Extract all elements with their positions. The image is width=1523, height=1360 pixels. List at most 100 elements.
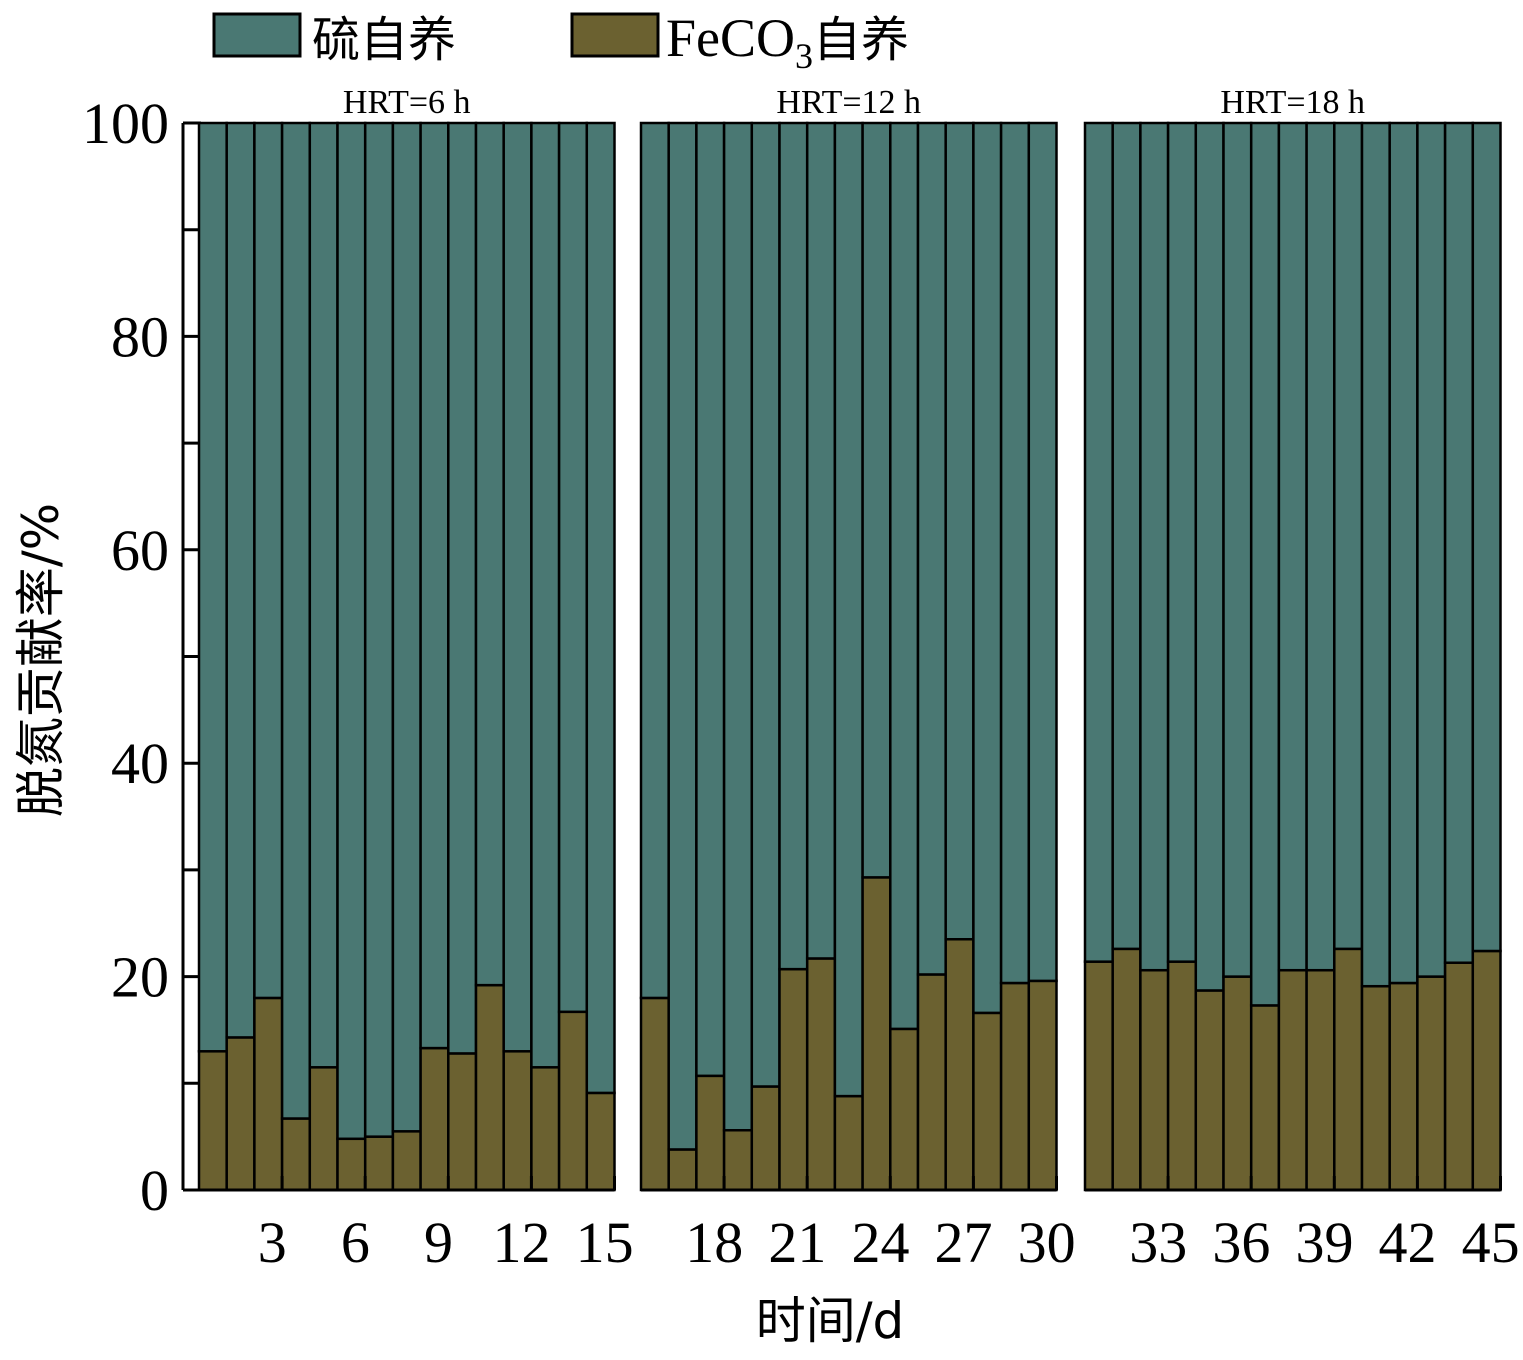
bar-sulfur (1416, 121, 1447, 978)
bar-feco3 (722, 1128, 754, 1192)
bar-feco3 (391, 1130, 422, 1192)
bar-feco3 (363, 1135, 395, 1192)
x-tick-label: 24 (851, 1210, 909, 1275)
bar-feco3 (1027, 979, 1058, 1192)
legend-label-feco3-main: FeCO (666, 8, 795, 68)
bar-feco3 (833, 1094, 864, 1192)
bar-sulfur (695, 121, 726, 1078)
bar-feco3 (1194, 989, 1225, 1192)
bar-sulfur (447, 121, 478, 1055)
bar-sulfur (1471, 121, 1502, 953)
bar-feco3 (419, 1046, 450, 1192)
legend-label-sulfur: 硫自养 (312, 12, 456, 68)
bar-sulfur (916, 121, 947, 976)
y-tick-label: 40 (111, 731, 169, 796)
bar-sulfur (391, 121, 422, 1133)
bar-feco3 (280, 1117, 312, 1192)
bar-feco3 (530, 1066, 561, 1192)
bar-sulfur (502, 121, 533, 1053)
panel-label: HRT=12 h (776, 84, 921, 121)
bar-sulfur (861, 121, 892, 879)
bar-feco3 (999, 981, 1031, 1192)
bar-sulfur (1111, 121, 1142, 951)
bar-sulfur (1277, 121, 1308, 972)
bar-feco3 (1111, 947, 1142, 1192)
bar-feco3 (1333, 947, 1364, 1192)
bar-feco3 (1083, 960, 1114, 1192)
bar-feco3 (336, 1137, 367, 1192)
x-tick-label: 39 (1295, 1210, 1353, 1275)
bar-feco3 (944, 938, 975, 1192)
bar-sulfur (1194, 121, 1225, 992)
bar-sulfur (1083, 121, 1114, 963)
legend: 硫自养 FeCO3自养 (212, 8, 909, 76)
bar-sulfur (1333, 121, 1364, 951)
legend-label-feco3-sub: 3 (795, 36, 813, 76)
x-tick-label: 21 (768, 1210, 826, 1275)
bar-sulfur (722, 121, 754, 1132)
y-axis-title: 脱氮贡献率/% (12, 503, 70, 817)
x-tick-label: 18 (685, 1210, 743, 1275)
bar-sulfur (1139, 121, 1170, 972)
bar-sulfur (1222, 121, 1253, 978)
bar-sulfur (1443, 121, 1475, 964)
bar-feco3 (1443, 961, 1475, 1192)
bar-feco3 (861, 876, 892, 1192)
bar-feco3 (1249, 1004, 1281, 1192)
bar-sulfur (419, 121, 450, 1050)
bar-sulfur (1388, 121, 1419, 985)
bar-feco3 (667, 1148, 698, 1192)
legend-swatch-feco3 (570, 12, 660, 58)
y-tick-label: 0 (140, 1158, 169, 1223)
legend-swatch-sulfur (212, 12, 302, 58)
bar-sulfur (889, 121, 920, 1031)
panel-label: HRT=18 h (1220, 84, 1365, 121)
bar-sulfur (1166, 121, 1198, 963)
bar-sulfur (557, 121, 589, 1014)
bar-sulfur (197, 121, 228, 1053)
y-tick-label: 60 (111, 518, 169, 583)
bar-feco3 (474, 983, 505, 1192)
bar-feco3 (1305, 968, 1336, 1192)
bar-feco3 (805, 957, 837, 1192)
bar-feco3 (750, 1085, 781, 1192)
bar-feco3 (916, 973, 947, 1192)
x-axis-title: 时间/d (756, 1292, 905, 1350)
bar-feco3 (695, 1074, 726, 1192)
bar-sulfur (944, 121, 975, 941)
bar-feco3 (889, 1027, 920, 1192)
bar-sulfur (805, 121, 837, 960)
bar-feco3 (308, 1066, 339, 1192)
bar-sulfur (750, 121, 781, 1088)
bar-sulfur (667, 121, 698, 1151)
bar-feco3 (1360, 984, 1391, 1192)
bar-feco3 (1139, 968, 1170, 1192)
bar-sulfur (833, 121, 864, 1098)
bar-sulfur (308, 121, 339, 1069)
bar-sulfur (474, 121, 505, 987)
x-tick-label: 15 (576, 1210, 634, 1275)
x-tick-label: 36 (1212, 1210, 1270, 1275)
bar-feco3 (1222, 975, 1253, 1192)
bar-feco3 (1416, 975, 1447, 1192)
bar-sulfur (639, 121, 670, 1000)
bar-feco3 (197, 1050, 228, 1192)
bar-feco3 (502, 1050, 533, 1192)
x-tick-label: 30 (1018, 1210, 1076, 1275)
x-tick-label: 27 (935, 1210, 993, 1275)
bar-feco3 (1471, 949, 1502, 1192)
bar-feco3 (557, 1010, 589, 1192)
bar-feco3 (639, 996, 670, 1192)
bar-sulfur (336, 121, 367, 1141)
bar-sulfur (280, 121, 312, 1120)
y-tick-label: 80 (111, 304, 169, 369)
bar-sulfur (585, 121, 616, 1095)
bar-sulfur (530, 121, 561, 1069)
bar-sulfur (1027, 121, 1058, 983)
bar-sulfur (972, 121, 1003, 1015)
x-tick-label: 3 (258, 1210, 287, 1275)
x-tick-label: 33 (1129, 1210, 1187, 1275)
bar-feco3 (1166, 960, 1198, 1192)
